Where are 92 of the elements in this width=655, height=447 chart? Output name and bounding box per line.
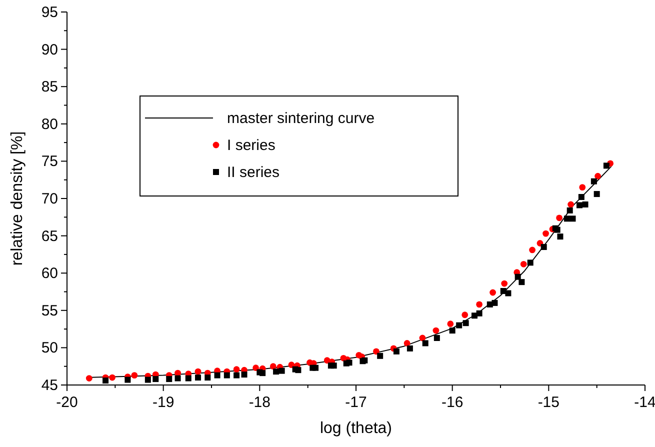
point [404, 340, 410, 346]
x-axis-title: log (theta) [320, 420, 392, 437]
point [166, 376, 172, 382]
point [278, 368, 285, 374]
point [564, 216, 570, 222]
x-tick-label: -17 [345, 394, 367, 411]
point [570, 216, 576, 222]
point [566, 207, 573, 214]
point [476, 310, 482, 316]
point [542, 230, 549, 237]
point [288, 362, 295, 368]
point [540, 244, 547, 250]
point [518, 279, 525, 286]
point [373, 348, 380, 355]
y-tick-label: 55 [41, 302, 58, 320]
point [476, 301, 483, 308]
point [330, 362, 337, 369]
point [234, 372, 240, 378]
y-tick-label: 70 [41, 190, 58, 208]
y-tick-label: 45 [41, 377, 58, 394]
point [520, 260, 527, 268]
point [224, 372, 230, 378]
point [270, 363, 276, 370]
point [295, 367, 302, 374]
legend-label: master sintering curve [227, 110, 375, 127]
point [377, 352, 384, 359]
y-tick-label: 80 [41, 116, 58, 133]
point [434, 335, 440, 341]
point [568, 201, 574, 208]
point [185, 375, 192, 382]
point [109, 374, 116, 381]
legend-label: I series [227, 137, 276, 154]
x-tick-label: -20 [56, 394, 78, 411]
point [346, 360, 352, 366]
point [422, 340, 428, 346]
point [603, 162, 610, 169]
point [582, 201, 588, 208]
point [273, 368, 280, 375]
x-tick-label: -16 [441, 394, 464, 411]
point [195, 374, 202, 381]
point [406, 345, 413, 352]
point [590, 178, 597, 184]
point [576, 202, 582, 208]
point [393, 348, 400, 354]
point [557, 234, 564, 240]
point [492, 300, 498, 306]
x-tick-label: -15 [538, 394, 560, 411]
point [214, 372, 220, 378]
point [514, 274, 521, 280]
y-tick-label: 95 [41, 4, 58, 21]
point [174, 375, 181, 382]
point [578, 194, 584, 200]
point [260, 370, 266, 376]
legend-label: II series [227, 164, 280, 181]
point [124, 376, 131, 383]
point [456, 322, 462, 328]
y-tick-label: 60 [41, 265, 58, 282]
point [194, 368, 202, 375]
point [252, 364, 260, 372]
point [594, 191, 600, 198]
point [536, 240, 544, 246]
y-tick-label: 90 [41, 41, 58, 58]
x-tick-label: -18 [248, 394, 271, 411]
y-axis-title: relative density [%] [9, 131, 26, 266]
point [131, 372, 138, 378]
point [490, 289, 496, 296]
point [579, 184, 586, 191]
point [432, 327, 440, 334]
point [419, 334, 426, 342]
point [594, 172, 601, 180]
point [204, 374, 211, 381]
point [233, 366, 240, 373]
point [241, 372, 248, 378]
point [529, 246, 536, 254]
point [462, 320, 469, 326]
point [86, 375, 92, 382]
point [527, 260, 534, 266]
point [152, 376, 159, 382]
point [312, 364, 319, 371]
point [505, 290, 512, 296]
point [447, 320, 454, 328]
point [462, 312, 468, 318]
y-tick-label: 50 [41, 340, 58, 357]
point [501, 280, 508, 287]
y-tick-label: 65 [41, 228, 58, 245]
point [102, 378, 109, 384]
x-tick-label: -19 [152, 394, 174, 411]
y-tick-label: 85 [41, 78, 58, 96]
point [144, 376, 151, 383]
y-tick-label: 75 [41, 153, 58, 170]
point [449, 328, 456, 334]
point [556, 214, 562, 222]
